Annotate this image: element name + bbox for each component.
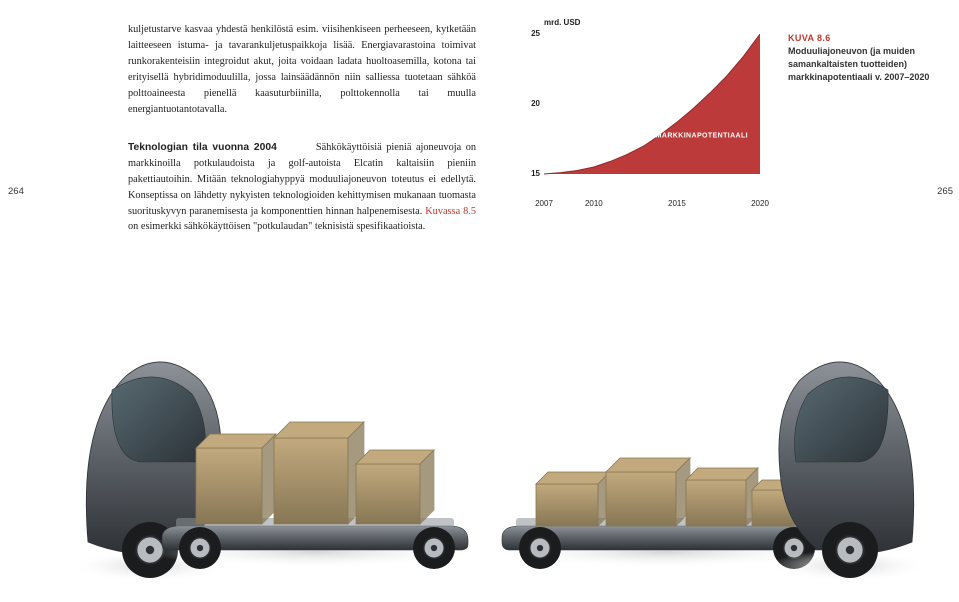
chart-ytick: 20 [514, 99, 540, 108]
chart-svg: MARKKINAPOTENTIAALI [544, 34, 760, 190]
body-text-column: kuljetustarve kasvaa yhdestä henkilöstä … [128, 22, 476, 235]
chart-xtick: 2020 [751, 199, 769, 208]
cargo-box [686, 468, 758, 526]
paragraph-1: kuljetustarve kasvaa yhdestä henkilöstä … [128, 22, 476, 118]
cargo-box [196, 434, 276, 524]
page-spread: 264 265 kuljetustarve kasvaa yhdestä hen… [0, 0, 959, 602]
chart-unit-label: mrd. USD [544, 18, 580, 27]
vehicle-render [0, 222, 959, 602]
cargo-box [536, 472, 610, 526]
wheel [413, 527, 455, 569]
chart-ytick: 25 [514, 29, 540, 38]
cargo-box [606, 458, 690, 526]
market-potential-chart: mrd. USD MARKKINAPOTENTIAALI 152025 2007… [514, 18, 768, 204]
figure-caption-body: Moduuliajoneuvon (ja muiden samankaltais… [788, 45, 952, 84]
wheel [179, 527, 221, 569]
cargo-box [274, 422, 364, 524]
cargo-platform [150, 518, 480, 569]
page-number-right: 265 [937, 186, 953, 197]
chart-annotation: MARKKINAPOTENTIAALI [656, 133, 748, 140]
figure-caption: KUVA 8.6 Moduuliajoneuvon (ja muiden sam… [788, 32, 952, 84]
chart-area-fill [544, 34, 760, 174]
wheel [519, 527, 561, 569]
inline-heading: Teknologian tila vuonna 2004 [128, 142, 277, 153]
chart-xtick: 2015 [668, 199, 686, 208]
cargo-box [356, 450, 434, 524]
figure-number: KUVA 8.6 [788, 32, 952, 45]
page-number-left: 264 [8, 186, 24, 197]
wheel [822, 522, 878, 578]
figure-reference: Kuvassa 8.5 [425, 206, 476, 217]
chart-ytick: 15 [514, 169, 540, 178]
chart-xtick: 2010 [585, 199, 603, 208]
chart-xtick: 2007 [535, 199, 553, 208]
